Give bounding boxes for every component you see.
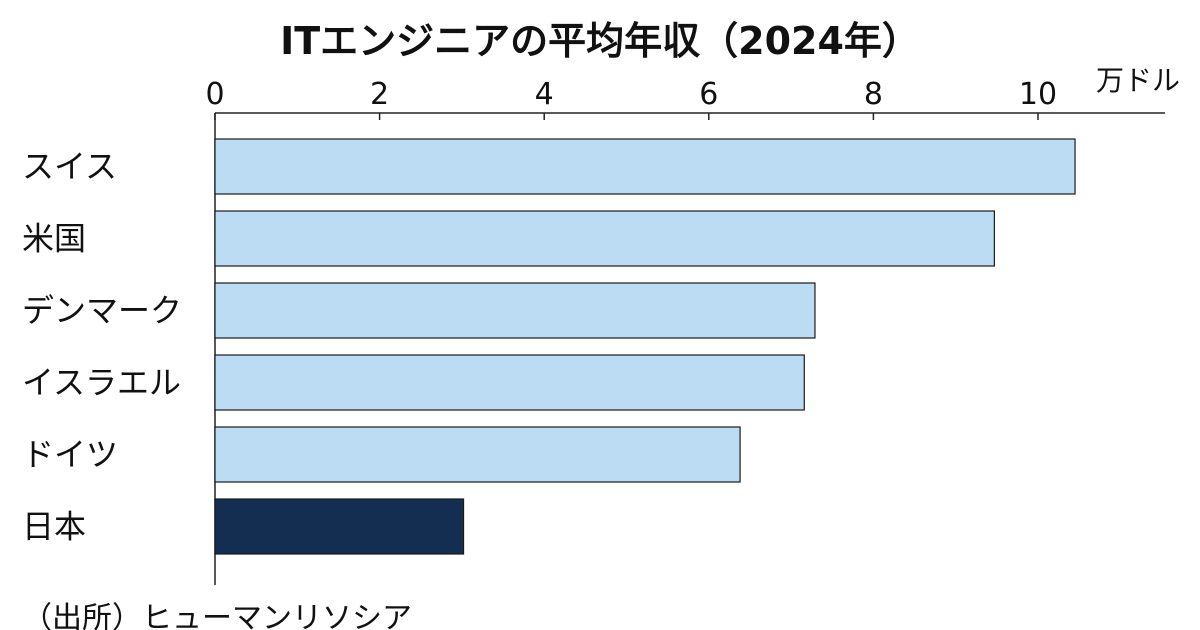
- category-label: 米国: [22, 220, 86, 258]
- bar: [214, 282, 816, 339]
- category-label: ドイツ: [22, 436, 118, 474]
- x-tick-label: 10: [1019, 77, 1057, 112]
- category-label: スイス: [22, 148, 117, 186]
- bar: [214, 498, 465, 555]
- x-tick-label: 6: [699, 77, 718, 112]
- x-tick-label: 8: [864, 77, 883, 112]
- bar-series: [214, 138, 1076, 555]
- x-tick-label: 2: [370, 77, 389, 112]
- category-label: 日本: [22, 508, 86, 546]
- category-label: イスラエル: [22, 364, 181, 402]
- bar: [214, 138, 1076, 195]
- chart-title: ITエンジニアの平均年収（2024年）: [280, 19, 920, 63]
- bar: [214, 354, 805, 411]
- bar: [214, 210, 995, 267]
- x-axis-unit-label: 万ドル: [1096, 64, 1180, 97]
- bar: [214, 426, 741, 483]
- x-tick-label: 0: [205, 77, 224, 112]
- source-note: （出所）ヒューマンリソシア: [22, 601, 412, 630]
- category-label: デンマーク: [22, 292, 182, 330]
- x-tick-label: 4: [535, 77, 554, 112]
